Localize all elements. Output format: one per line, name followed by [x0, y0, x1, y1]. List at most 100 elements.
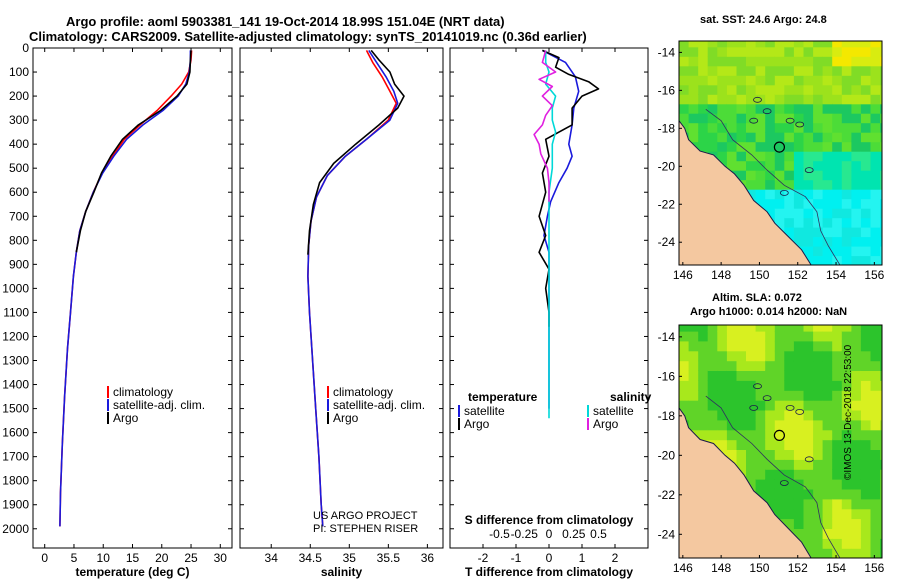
map-cell	[717, 41, 728, 48]
map-cell	[784, 170, 795, 181]
map-cell	[784, 46, 795, 57]
map-cell	[726, 390, 738, 401]
map-cell	[726, 409, 738, 421]
x-tick-label: 35.5	[377, 551, 401, 565]
map-cell	[880, 508, 882, 520]
map-cell	[841, 325, 852, 332]
map-cell	[803, 459, 814, 470]
map-cell	[832, 459, 843, 470]
map-cell	[726, 325, 738, 332]
map-cell	[851, 179, 862, 190]
map-cell	[822, 538, 833, 549]
map-cell	[688, 380, 699, 391]
map-cell	[832, 208, 843, 219]
map-cell	[765, 419, 776, 431]
map-cell	[813, 459, 824, 470]
map-cell	[822, 246, 833, 257]
map-cell	[832, 65, 843, 76]
map-cell	[880, 390, 882, 401]
map-cell	[726, 380, 738, 391]
map-x-tick-label: 152	[788, 268, 808, 282]
map-cell	[851, 103, 862, 114]
map-cell	[755, 132, 766, 143]
y-tick-label: 1700	[2, 450, 29, 464]
map-cell	[851, 141, 862, 152]
map-cell	[832, 390, 843, 401]
map-cell	[880, 469, 882, 480]
map-cell	[832, 469, 843, 480]
map-cell	[841, 160, 852, 171]
map-cell	[813, 103, 824, 114]
map-cell	[822, 409, 833, 421]
map-cell	[880, 132, 882, 143]
y-tick-label: 1300	[2, 354, 29, 368]
map-cell	[736, 151, 747, 162]
x-tick-label: 34.5	[299, 551, 323, 565]
map-cell	[774, 198, 785, 209]
map-cell	[841, 75, 852, 86]
map-cell	[755, 370, 766, 381]
reef-outline	[753, 96, 762, 103]
map-cell	[746, 84, 757, 95]
map-cell	[841, 409, 852, 421]
map-cell	[784, 370, 795, 381]
map-cell	[851, 360, 862, 371]
map-cell	[688, 75, 699, 86]
map-cell	[822, 330, 833, 342]
map-cell	[870, 330, 881, 342]
map-cell	[880, 330, 882, 342]
y-tick-label: 1000	[2, 281, 29, 295]
map-cell	[793, 370, 805, 381]
map-cell	[860, 170, 872, 181]
y-tick-label: 0	[22, 41, 29, 55]
map-cell	[803, 498, 814, 510]
map-cell	[688, 65, 699, 76]
map-cell	[841, 84, 852, 95]
map-cell	[860, 350, 872, 362]
map-cell	[841, 227, 852, 238]
y-tick-label: 200	[9, 89, 29, 103]
map-cell	[765, 189, 776, 200]
map-cell	[679, 113, 690, 124]
map-cell	[822, 170, 833, 181]
map-cell	[860, 141, 872, 152]
map-cell	[803, 75, 814, 86]
map-cell	[765, 208, 776, 219]
y-tick-label: 1600	[2, 426, 29, 440]
map-cell	[803, 41, 814, 48]
map-cell	[822, 390, 833, 401]
map-cell	[774, 208, 785, 219]
map-cell	[755, 429, 766, 441]
map-cell	[679, 390, 690, 401]
map-cell	[870, 439, 881, 450]
map-cell	[803, 113, 814, 124]
map-cell	[726, 400, 738, 411]
map-cell	[679, 325, 690, 332]
map-cell	[679, 400, 690, 411]
map-cell	[832, 179, 843, 190]
map-y-tick-label: -14	[658, 45, 676, 59]
map-cell	[765, 449, 776, 460]
map-cell	[851, 350, 862, 362]
map-cell	[880, 198, 882, 209]
map-cell	[860, 330, 872, 342]
map-cell	[870, 65, 881, 76]
x-tick-label: 1	[579, 551, 586, 565]
map-cell	[784, 217, 795, 228]
map-cell	[841, 390, 852, 401]
sst-map: 146 148 150 152 154 156 -14 -16 -18 -20 -22 -24	[658, 40, 885, 282]
map-cell	[813, 132, 824, 143]
map-cell	[822, 459, 833, 470]
map-cell	[870, 103, 881, 114]
map-cell	[813, 179, 824, 190]
map-cell	[707, 84, 718, 95]
map-cell	[803, 151, 814, 162]
map-cell	[765, 360, 776, 371]
map-cell	[870, 479, 881, 490]
legend-label: Argo	[464, 417, 490, 431]
map-cell	[707, 141, 718, 152]
map-cell	[793, 390, 805, 401]
map-cell	[832, 325, 843, 332]
map-cell	[774, 170, 785, 181]
map-cell	[822, 75, 833, 86]
